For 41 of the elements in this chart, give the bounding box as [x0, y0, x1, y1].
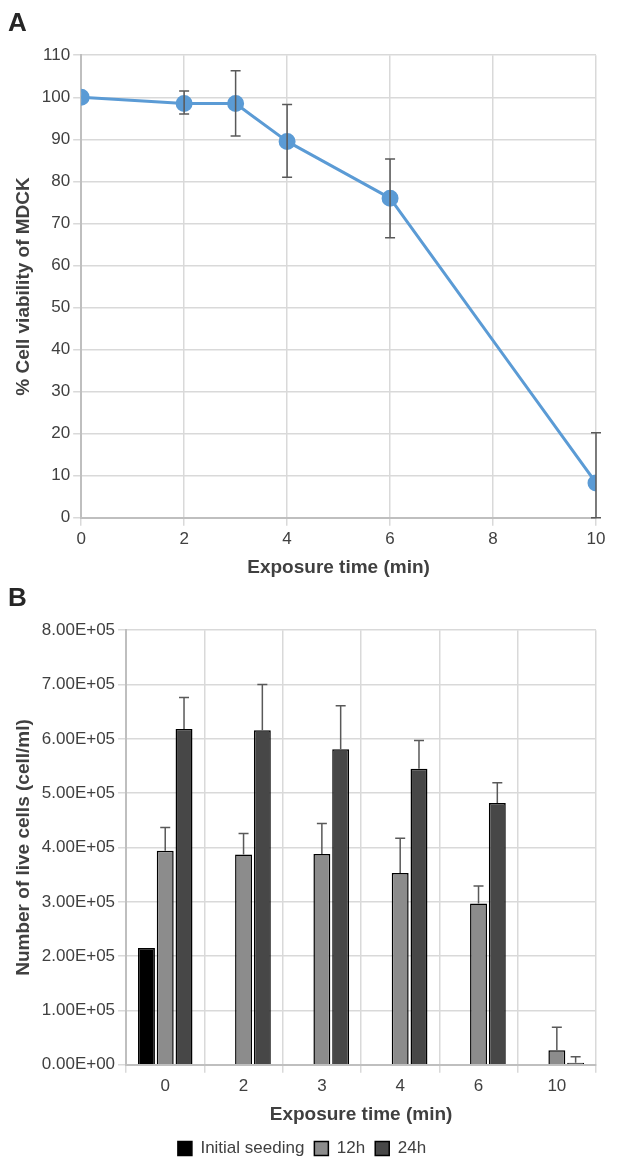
x-tick-label: 10 [586, 528, 606, 548]
y-axis-title: Number of live cells (cell/ml) [11, 719, 33, 976]
x-tick-label: 10 [547, 1075, 567, 1095]
x-tick-label: 4 [395, 1075, 405, 1095]
y-tick-label: 70 [51, 213, 71, 233]
y-tick-label: 4.00E+05 [41, 837, 116, 857]
y-tick-label: 100 [41, 86, 71, 106]
x-tick-label: 6 [473, 1075, 484, 1095]
x-tick-label: 6 [385, 528, 395, 548]
y-tick-label: 7.00E+05 [41, 674, 116, 694]
x-axis-title: Exposure time (min) [247, 555, 430, 577]
y-tick-label: 40 [51, 339, 71, 359]
y-tick-label: 10 [51, 465, 71, 485]
x-tick-label: 4 [282, 528, 292, 548]
chart-title: B [8, 581, 27, 612]
y-tick-label: 50 [51, 297, 71, 317]
y-tick-label: 8.00E+05 [41, 619, 116, 639]
y-tick-label: 3.00E+05 [41, 891, 116, 911]
y-tick-label: 1.00E+05 [41, 1000, 116, 1020]
x-tick-label: 3 [317, 1075, 327, 1095]
y-tick-label: 110 [43, 44, 71, 64]
y-tick-label: 0.00E+00 [41, 1054, 116, 1074]
y-axis-title: % Cell viability of MDCK [11, 176, 33, 396]
y-tick-label: 2.00E+05 [41, 945, 116, 965]
x-tick-label: 0 [160, 1075, 170, 1095]
y-tick-label: 0 [60, 507, 71, 527]
x-tick-label: 2 [179, 528, 189, 548]
y-tick-label: 90 [51, 129, 71, 148]
x-tick-label: 8 [488, 528, 498, 548]
y-tick-label: 20 [51, 423, 71, 443]
y-tick-label: 80 [51, 171, 71, 191]
legend-label: 24h [397, 1138, 427, 1158]
x-tick-label: 2 [238, 1075, 249, 1095]
y-tick-label: 6.00E+05 [41, 728, 116, 748]
y-tick-label: 30 [51, 381, 71, 401]
y-tick-label: 60 [51, 255, 71, 275]
chart-title: A [8, 6, 27, 37]
y-tick-label: 5.00E+05 [41, 782, 116, 802]
x-axis-title: Exposure time (min) [269, 1102, 453, 1124]
legend-label: Initial seeding [200, 1138, 305, 1158]
legend-label: 12h [336, 1138, 366, 1158]
